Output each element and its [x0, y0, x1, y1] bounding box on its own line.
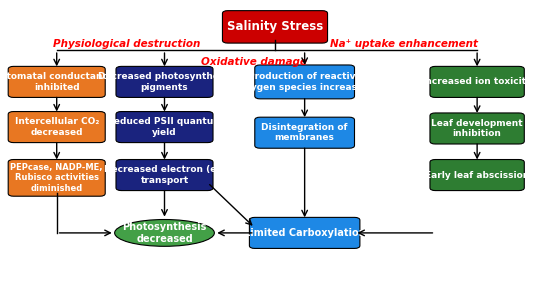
FancyBboxPatch shape — [8, 111, 105, 143]
FancyBboxPatch shape — [222, 11, 328, 43]
Text: Reduced PSII quantum
yield: Reduced PSII quantum yield — [107, 118, 222, 137]
Text: Early leaf abscission: Early leaf abscission — [425, 170, 529, 179]
FancyBboxPatch shape — [430, 160, 524, 191]
Text: Decreased electron (e⁻)
transport: Decreased electron (e⁻) transport — [104, 165, 225, 185]
FancyBboxPatch shape — [8, 160, 105, 196]
Text: Production of reactive
oxygen species increased: Production of reactive oxygen species in… — [239, 72, 370, 92]
FancyBboxPatch shape — [430, 67, 524, 97]
Text: Photosynthesis
decreased: Photosynthesis decreased — [122, 222, 207, 244]
Text: Disintegration of
membranes: Disintegration of membranes — [261, 123, 348, 142]
Text: Salinity Stress: Salinity Stress — [227, 20, 323, 33]
Text: Na⁺ uptake enhancement: Na⁺ uptake enhancement — [331, 39, 478, 49]
FancyBboxPatch shape — [249, 217, 360, 249]
FancyBboxPatch shape — [116, 160, 213, 191]
FancyBboxPatch shape — [255, 65, 355, 99]
Text: Stomatal conductance
inhibited: Stomatal conductance inhibited — [0, 72, 114, 92]
FancyBboxPatch shape — [116, 67, 213, 97]
FancyBboxPatch shape — [116, 111, 213, 143]
Text: Decreased photosynthetic
pigments: Decreased photosynthetic pigments — [97, 72, 232, 92]
Text: Leaf development
inhibition: Leaf development inhibition — [431, 119, 523, 138]
FancyBboxPatch shape — [255, 117, 355, 148]
Text: Limited Carboxylation: Limited Carboxylation — [244, 228, 365, 238]
FancyBboxPatch shape — [430, 113, 524, 144]
Text: PEPcase, NADP-ME,
Rubisco activities
diminished: PEPcase, NADP-ME, Rubisco activities dim… — [10, 163, 103, 193]
FancyBboxPatch shape — [8, 67, 105, 97]
Ellipse shape — [114, 219, 214, 246]
Text: Increased ion toxicity: Increased ion toxicity — [422, 77, 532, 86]
Text: Intercellular CO₂
decreased: Intercellular CO₂ decreased — [14, 118, 99, 137]
Text: Oxidative damage: Oxidative damage — [201, 57, 306, 67]
Text: Physiological destruction: Physiological destruction — [53, 39, 200, 49]
